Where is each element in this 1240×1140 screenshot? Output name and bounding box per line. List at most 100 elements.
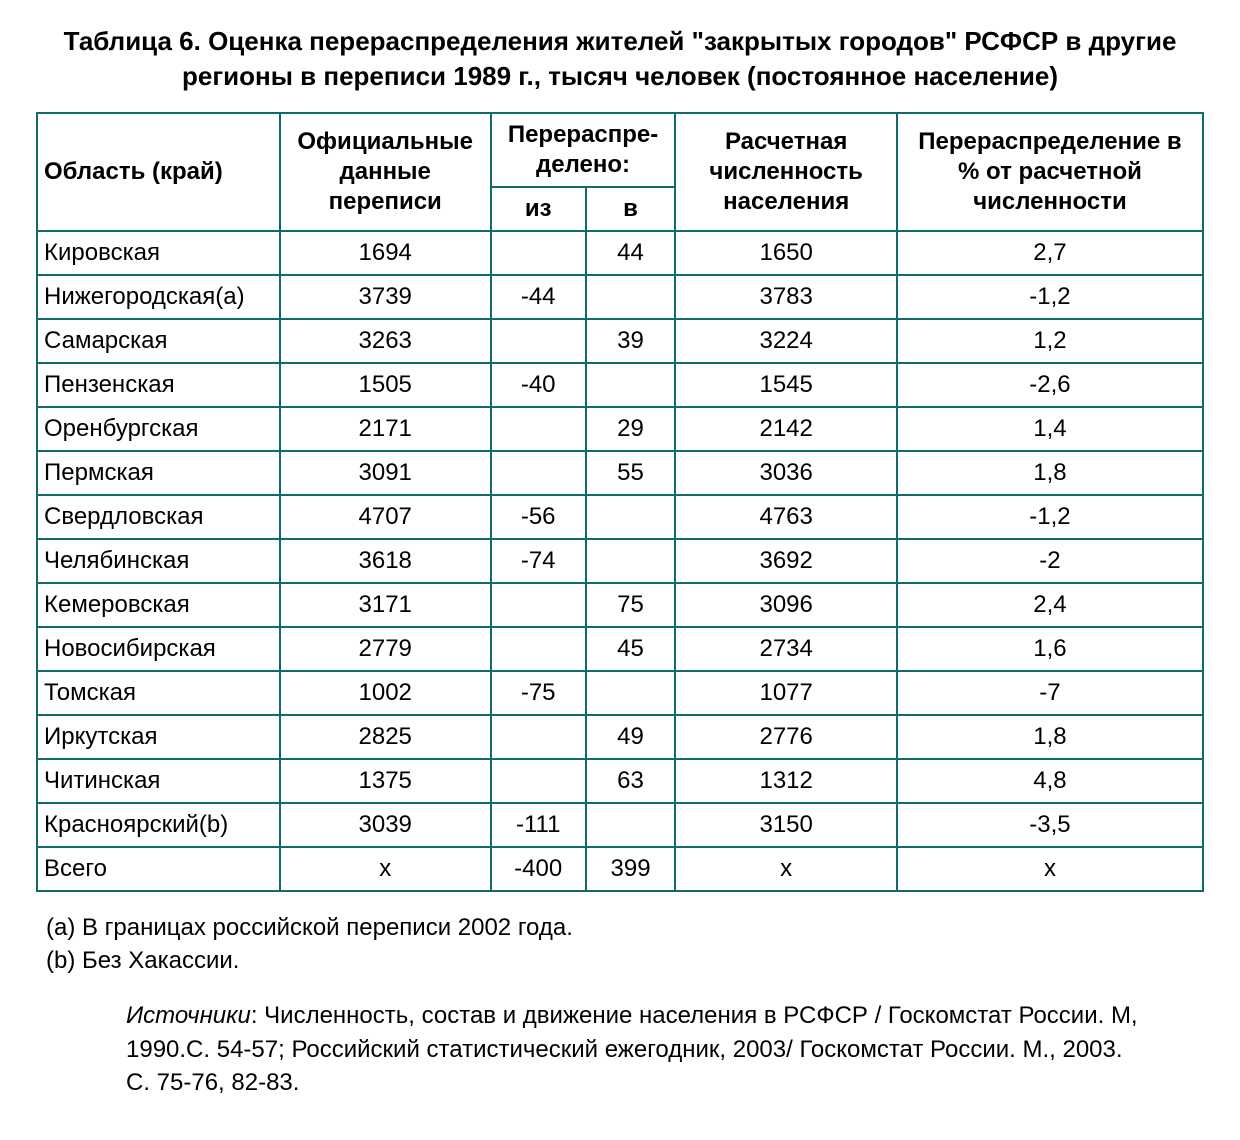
cell-out: -74: [491, 539, 586, 583]
cell-in: 399: [586, 847, 676, 891]
cell-calc: 3224: [675, 319, 897, 363]
table-row: Кировская16944416502,7: [37, 231, 1203, 275]
cell-official: 2171: [280, 407, 491, 451]
cell-in: 75: [586, 583, 676, 627]
cell-region: Свердловская: [37, 495, 280, 539]
page: Таблица 6. Оценка перераспределения жите…: [0, 0, 1240, 1140]
cell-in: [586, 495, 676, 539]
cell-region: Красноярский(b): [37, 803, 280, 847]
cell-in: [586, 803, 676, 847]
table-row: Красноярский(b)3039-111 3150-3,5: [37, 803, 1203, 847]
table-row: Челябинская3618-74 3692-2: [37, 539, 1203, 583]
cell-region: Читинская: [37, 759, 280, 803]
sources-text: : Численность, состав и движение населен…: [126, 1002, 1138, 1096]
cell-out: -40: [491, 363, 586, 407]
table-title: Таблица 6. Оценка перераспределения жите…: [36, 24, 1204, 94]
cell-region: Кировская: [37, 231, 280, 275]
sources-label: Источники: [126, 1002, 251, 1029]
col-header-pct: Перераспределение в % от расчетной числе…: [897, 113, 1203, 231]
cell-calc: 4763: [675, 495, 897, 539]
cell-official: 3039: [280, 803, 491, 847]
cell-in: [586, 363, 676, 407]
cell-official: 2779: [280, 627, 491, 671]
table-row: Томская1002-751077-7: [37, 671, 1203, 715]
table-row: Кемеровская31717530962,4: [37, 583, 1203, 627]
cell-calc: 1077: [675, 671, 897, 715]
cell-out: -75: [491, 671, 586, 715]
table-row: Всегоx-400399xx: [37, 847, 1203, 891]
cell-pct: -2: [897, 539, 1203, 583]
col-header-in: в: [586, 187, 676, 231]
cell-in: 63: [586, 759, 676, 803]
cell-in: 45: [586, 627, 676, 671]
cell-out: [491, 319, 586, 363]
cell-calc: 2734: [675, 627, 897, 671]
cell-out: [491, 627, 586, 671]
col-header-redistributed: Перераспре- делено:: [491, 113, 676, 187]
data-table: Область (край) Официальные данные перепи…: [36, 112, 1204, 892]
cell-out: [491, 583, 586, 627]
cell-out: -56: [491, 495, 586, 539]
cell-region: Томская: [37, 671, 280, 715]
cell-out: -111: [491, 803, 586, 847]
cell-region: Челябинская: [37, 539, 280, 583]
cell-out: [491, 451, 586, 495]
cell-pct: 1,4: [897, 407, 1203, 451]
table-row: Нижегородская(а)3739-44 3783-1,2: [37, 275, 1203, 319]
cell-pct: -3,5: [897, 803, 1203, 847]
cell-pct: x: [897, 847, 1203, 891]
cell-pct: -7: [897, 671, 1203, 715]
cell-region: Кемеровская: [37, 583, 280, 627]
cell-calc: 3783: [675, 275, 897, 319]
cell-pct: -2,6: [897, 363, 1203, 407]
cell-out: [491, 715, 586, 759]
table-header: Область (край) Официальные данные перепи…: [37, 113, 1203, 231]
cell-official: 1694: [280, 231, 491, 275]
cell-pct: 4,8: [897, 759, 1203, 803]
cell-calc: 3692: [675, 539, 897, 583]
cell-official: 4707: [280, 495, 491, 539]
cell-pct: -1,2: [897, 495, 1203, 539]
table-row: Новосибирская27794527341,6: [37, 627, 1203, 671]
table-row: Иркутская28254927761,8: [37, 715, 1203, 759]
cell-pct: 2,7: [897, 231, 1203, 275]
cell-region: Самарская: [37, 319, 280, 363]
cell-region: Пензенская: [37, 363, 280, 407]
cell-in: 55: [586, 451, 676, 495]
table-row: Свердловская4707-56 4763-1,2: [37, 495, 1203, 539]
cell-official: 2825: [280, 715, 491, 759]
table-row: Читинская13756313124,8: [37, 759, 1203, 803]
cell-region: Оренбургская: [37, 407, 280, 451]
table-body: Кировская16944416502,7Нижегородская(а)37…: [37, 231, 1203, 891]
cell-pct: -1,2: [897, 275, 1203, 319]
cell-in: 39: [586, 319, 676, 363]
col-header-out: из: [491, 187, 586, 231]
col-header-calc: Расчетная численность населения: [675, 113, 897, 231]
cell-pct: 1,8: [897, 451, 1203, 495]
cell-region: Нижегородская(а): [37, 275, 280, 319]
cell-in: 29: [586, 407, 676, 451]
cell-pct: 2,4: [897, 583, 1203, 627]
cell-calc: 2142: [675, 407, 897, 451]
cell-official: 1505: [280, 363, 491, 407]
cell-calc: 3096: [675, 583, 897, 627]
cell-official: 3091: [280, 451, 491, 495]
cell-calc: 3150: [675, 803, 897, 847]
footnote-a: (a) В границах российской переписи 2002 …: [46, 912, 1204, 944]
cell-region: Пермская: [37, 451, 280, 495]
cell-region: Всего: [37, 847, 280, 891]
cell-out: -44: [491, 275, 586, 319]
cell-region: Иркутская: [37, 715, 280, 759]
cell-official: 3739: [280, 275, 491, 319]
sources: Источники: Численность, состав и движени…: [36, 999, 1204, 1100]
table-row: Самарская32633932241,2: [37, 319, 1203, 363]
cell-out: -400: [491, 847, 586, 891]
table-row: Пензенская1505-401545-2,6: [37, 363, 1203, 407]
cell-official: 3618: [280, 539, 491, 583]
cell-calc: 2776: [675, 715, 897, 759]
cell-pct: 1,8: [897, 715, 1203, 759]
cell-in: [586, 275, 676, 319]
cell-out: [491, 407, 586, 451]
cell-out: [491, 231, 586, 275]
cell-calc: 1312: [675, 759, 897, 803]
